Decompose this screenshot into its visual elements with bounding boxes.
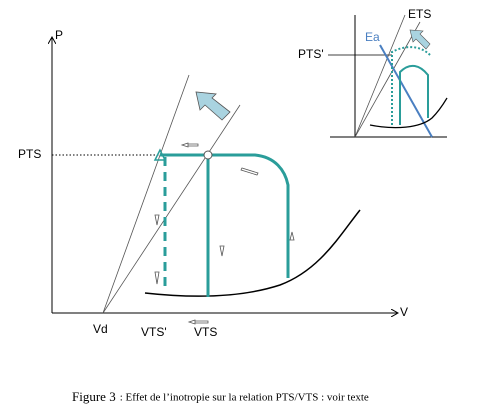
pv-loop: [160, 153, 290, 297]
filling-curve: [144, 209, 361, 297]
shift-arrow: [195, 91, 231, 121]
inset-filling: [369, 97, 448, 129]
ets-line: [102, 74, 190, 314]
label: PTS': [298, 47, 324, 61]
inset-ets: [354, 21, 421, 138]
label: VTS': [141, 325, 167, 339]
ea-line: [379, 44, 433, 138]
label: PTS: [18, 147, 41, 161]
triangle-marker: [153, 148, 167, 161]
label: V: [400, 305, 408, 319]
direction-arrows: [154, 142, 295, 325]
inset-arrow: [409, 29, 431, 50]
label: VTS: [194, 325, 217, 339]
label: Ea: [365, 30, 380, 44]
caption-figure: Figure 3: [72, 389, 116, 404]
ets-line: [102, 104, 241, 314]
inset-ets: [354, 14, 406, 138]
inset-loop: [391, 46, 431, 125]
label: ETS: [408, 7, 431, 21]
label: P: [55, 28, 63, 42]
circle-marker: [203, 150, 213, 160]
caption-text: : Effet de l’inotropie sur la relation P…: [120, 392, 369, 404]
label: Vd: [93, 322, 108, 336]
